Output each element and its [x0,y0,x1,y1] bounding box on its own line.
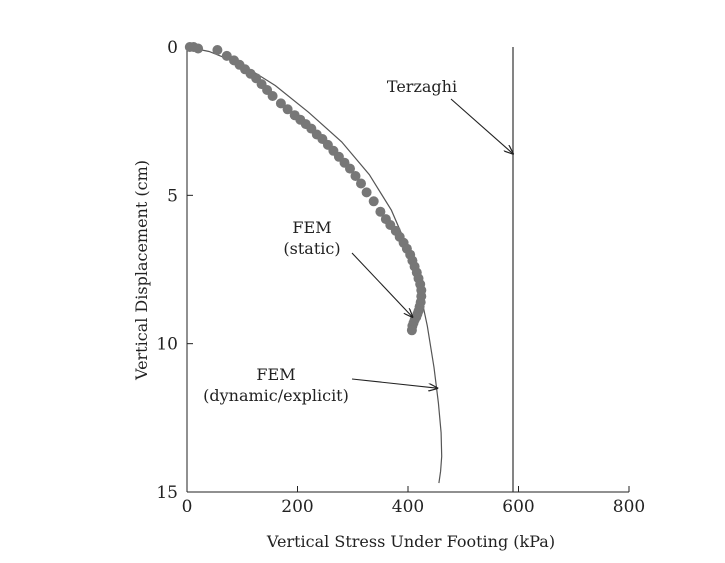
data-point [361,187,372,198]
data-point [212,45,223,55]
x-tick-label: 400 [392,497,424,517]
terzaghi-arrow [450,98,513,154]
y-tick-label: 0 [167,38,178,58]
x-axis-ticks: 0 200 400 600 800 [182,486,645,517]
x-axis-title: Vertical Stress Under Footing (kPa) [266,532,555,551]
series-layer [184,42,514,492]
x-tick-label: 600 [502,497,534,517]
data-point [375,206,386,217]
y-axis-title: Vertical Displacement (cm) [132,160,151,381]
series-1-line [186,46,443,484]
fem-static-label: FEM [292,218,331,237]
fem-static-arrow [351,252,412,317]
terzaghi-label: Terzaghi [387,77,457,96]
y-tick-label: 5 [167,186,178,206]
data-point [345,163,355,174]
data-point [368,196,379,207]
y-tick-label: 10 [156,335,178,355]
x-tick-label: 200 [281,497,313,517]
data-point [193,43,204,54]
y-tick-label: 15 [156,483,178,503]
data-point [221,50,232,61]
data-point [275,98,286,109]
fem-dynamic-label: FEM [256,365,295,384]
annotation-layer: Terzaghi FEM (static) FEM (dynamic/explicit) [203,77,513,405]
data-point [282,104,293,115]
axes [186,47,629,493]
y-axis-ticks: 0 5 10 15 [156,38,193,503]
data-point [406,325,417,336]
fem-dynamic-arrow [351,378,437,388]
data-point [356,178,366,189]
x-tick-label: 0 [182,497,193,517]
x-tick-label: 800 [613,497,645,517]
fem-dynamic-label: (dynamic/explicit) [203,386,349,405]
fem-static-label: (static) [283,239,340,258]
data-point [350,171,361,181]
data-point [267,91,278,101]
